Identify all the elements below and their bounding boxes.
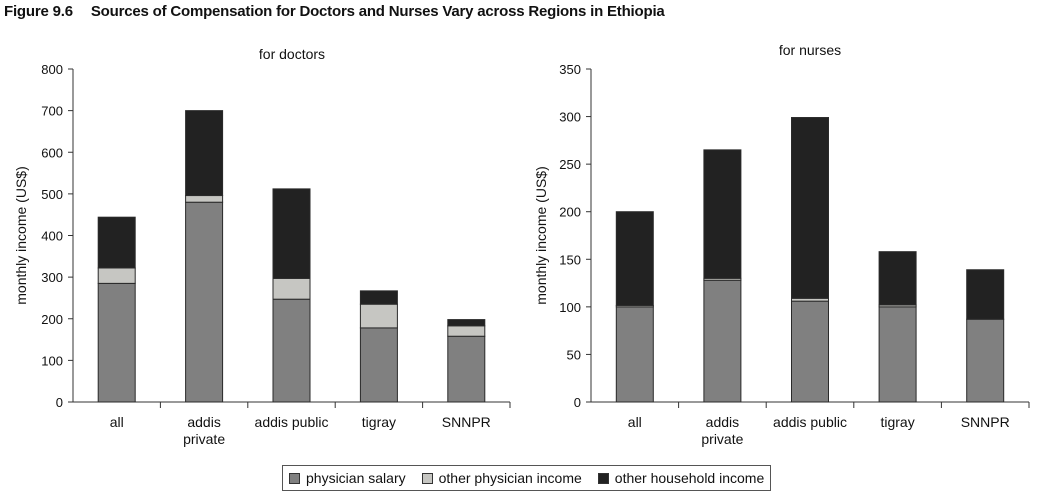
chart2-bar-physician-salary: [615, 306, 654, 403]
chart2-x-tick-label: SNNPR: [961, 414, 1010, 430]
chart1-x-tick-label: all: [110, 414, 124, 430]
chart1-x-tick-label: addis: [187, 414, 220, 430]
chart2-y-axis-label: monthly income (US$): [533, 166, 549, 305]
chart1-x-tick-label: addis public: [255, 414, 329, 430]
chart1-bar-other-physician-income: [447, 325, 486, 337]
chart1-bar-other-physician-income: [185, 195, 224, 203]
chart1-y-tick-label: 700: [41, 104, 63, 119]
chart1-bar-other-physician-income: [359, 303, 398, 329]
legend-label-physician-salary: physician salary: [306, 470, 406, 486]
chart1-bar-other-physician-income: [97, 267, 136, 284]
legend-swatch-other-household-income: [597, 472, 609, 484]
chart2-y-tick-label: 50: [567, 347, 581, 362]
chart2-x-tick-label: tigray: [880, 414, 914, 430]
figure-number: Figure 9.6: [4, 3, 73, 20]
chart2-bar-other-household-income: [615, 211, 654, 306]
chart2-x-tick-label: private: [701, 431, 743, 447]
chart2-bar-other-household-income: [791, 117, 829, 299]
chart2-y-tick-label: 300: [559, 110, 581, 125]
chart1-y-tick-label: 500: [41, 187, 63, 202]
chart2-y-tick-label: 350: [559, 62, 581, 77]
chart1-title: for doctors: [259, 46, 325, 62]
chart2-bar-physician-salary: [703, 279, 742, 403]
chart2-bar-physician-salary: [791, 300, 829, 403]
chart2-bar-other-household-income: [966, 269, 1005, 320]
chart2-y-tick-label: 100: [559, 300, 581, 315]
chart2-bar-physician-salary: [878, 306, 917, 403]
chart1-y-tick-label: 600: [41, 145, 63, 160]
legend-item-other-household-income: other household income: [597, 470, 765, 486]
chart2-x-tick-label: all: [628, 414, 642, 430]
chart2-x-tick-label: addis: [706, 414, 739, 430]
chart1-y-tick-label: 200: [41, 312, 63, 327]
figure-title-text: Sources of Compensation for Doctors and …: [90, 3, 665, 20]
chart2-bar-other-household-income: [878, 251, 917, 306]
chart1-bar-other-household-income: [447, 319, 486, 327]
chart1-bar-other-physician-income: [272, 277, 311, 300]
chart1-bar-other-household-income: [359, 290, 398, 305]
legend-label-other-physician-income: other physician income: [438, 470, 582, 486]
legend-swatch-other-physician-income: [421, 472, 433, 484]
chart1-bar-physician-salary: [185, 201, 224, 403]
chart2-y-tick-label: 0: [574, 395, 581, 410]
chart1-x-tick-label: tigray: [362, 414, 396, 430]
chart1-bar-physician-salary: [97, 282, 136, 403]
legend-label-other-household-income: other household income: [614, 470, 765, 486]
chart1-bar-other-household-income: [272, 188, 311, 279]
chart1-bar-physician-salary: [272, 298, 311, 403]
figure-title: Figure 9.6 Sources of Compensation for Do…: [4, 3, 665, 20]
chart1-y-axis-label: monthly income (US$): [13, 166, 29, 305]
chart2-y-tick-label: 200: [559, 205, 581, 220]
chart1-y-tick-label: 0: [56, 395, 63, 410]
legend-item-other-physician-income: other physician income: [421, 470, 582, 486]
chart1-x-tick-label: SNNPR: [442, 414, 491, 430]
chart2-bar-other-household-income: [703, 149, 742, 279]
chart1-y-tick-label: 800: [41, 62, 63, 77]
legend-item-physician-salary: physician salary: [289, 470, 406, 486]
chart-legend: physician salary other physician income …: [282, 465, 772, 491]
chart1-bar-other-household-income: [185, 110, 224, 197]
chart1-y-tick-label: 300: [41, 270, 63, 285]
chart1-bar-physician-salary: [447, 335, 486, 403]
legend-swatch-physician-salary: [289, 472, 300, 484]
chart1-y-tick-label: 100: [41, 353, 63, 368]
chart2-y-tick-label: 250: [559, 157, 581, 172]
chart2-bar-physician-salary: [966, 318, 1005, 403]
chart1-x-tick-label: private: [183, 431, 225, 447]
chart1-y-tick-label: 400: [41, 229, 63, 244]
chart2-title: for nurses: [779, 42, 841, 58]
chart2-x-tick-label: addis public: [773, 414, 847, 430]
chart1-bar-other-household-income: [97, 216, 136, 269]
chart2-y-tick-label: 150: [559, 252, 581, 267]
chart1-bar-physician-salary: [359, 327, 398, 403]
